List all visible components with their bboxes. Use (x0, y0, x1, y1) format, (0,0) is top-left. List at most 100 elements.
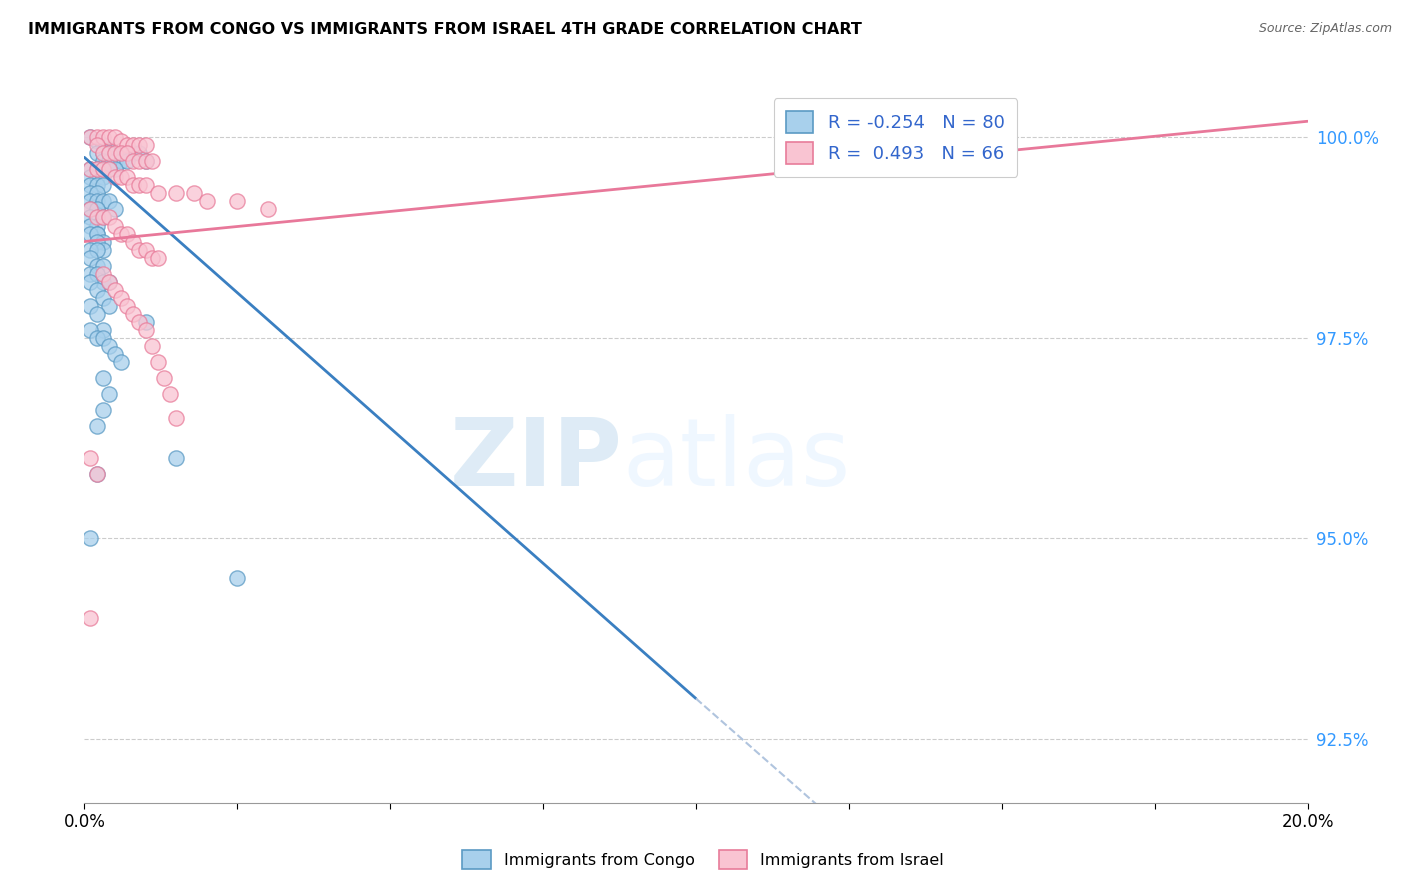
Text: atlas: atlas (623, 414, 851, 507)
Point (86, 162, 108, 177)
Point (226, 571, 249, 585)
Point (115, 154, 138, 169)
Point (110, 355, 132, 369)
Point (183, 186, 205, 201)
Point (97, 387, 120, 401)
Point (135, 243, 157, 257)
Point (91, 371, 114, 385)
Point (79, 299, 101, 313)
Point (91, 130, 114, 145)
Point (91, 211, 114, 225)
Point (91, 323, 114, 337)
Point (79, 275, 101, 289)
Point (91, 275, 114, 289)
Point (79, 170, 101, 185)
Point (86, 130, 108, 145)
Point (79, 162, 101, 177)
Point (79, 531, 101, 545)
Point (97, 194, 120, 209)
Point (79, 251, 101, 265)
Point (91, 154, 114, 169)
Point (86, 138, 108, 153)
Point (86, 331, 108, 345)
Point (86, 467, 108, 481)
Point (86, 178, 108, 193)
Point (991, 130, 1014, 145)
Point (79, 130, 101, 145)
Point (110, 134, 132, 148)
Point (86, 202, 108, 217)
Point (86, 211, 108, 225)
Point (79, 243, 101, 257)
Point (91, 170, 114, 185)
Point (97, 162, 120, 177)
Point (128, 138, 150, 153)
Point (135, 178, 157, 193)
Point (86, 307, 108, 321)
Text: ZIP: ZIP (450, 414, 623, 507)
Point (86, 419, 108, 434)
Point (79, 323, 101, 337)
Point (165, 411, 187, 425)
Point (165, 450, 187, 465)
Point (165, 186, 187, 201)
Point (115, 299, 138, 313)
Point (86, 243, 108, 257)
Point (122, 307, 145, 321)
Point (104, 162, 127, 177)
Point (86, 267, 108, 281)
Point (226, 194, 249, 209)
Point (97, 130, 120, 145)
Point (135, 154, 157, 169)
Point (91, 235, 114, 249)
Point (122, 154, 145, 169)
Point (79, 202, 101, 217)
Point (128, 315, 150, 329)
Point (86, 186, 108, 201)
Point (115, 146, 138, 161)
Point (110, 291, 132, 305)
Point (91, 211, 114, 225)
Point (97, 275, 120, 289)
Point (86, 146, 108, 161)
Point (79, 219, 101, 233)
Point (135, 138, 157, 153)
Point (159, 387, 181, 401)
Point (146, 251, 169, 265)
Legend: Immigrants from Congo, Immigrants from Israel: Immigrants from Congo, Immigrants from I… (456, 844, 950, 875)
Point (104, 146, 127, 161)
Point (79, 450, 101, 465)
Point (86, 162, 108, 177)
Point (91, 194, 114, 209)
Point (97, 146, 120, 161)
Point (97, 162, 120, 177)
Point (104, 154, 127, 169)
Legend: R = -0.254   N = 80, R =  0.493   N = 66: R = -0.254 N = 80, R = 0.493 N = 66 (773, 98, 1017, 177)
Point (79, 211, 101, 225)
Point (122, 235, 145, 249)
Text: Source: ZipAtlas.com: Source: ZipAtlas.com (1258, 22, 1392, 36)
Point (91, 267, 114, 281)
Point (104, 202, 127, 217)
Point (104, 170, 127, 185)
Point (97, 211, 120, 225)
Point (110, 146, 132, 161)
Point (91, 291, 114, 305)
Point (91, 138, 114, 153)
Point (128, 154, 150, 169)
Point (110, 227, 132, 241)
Point (135, 323, 157, 337)
Point (104, 146, 127, 161)
Point (135, 154, 157, 169)
Point (86, 134, 108, 148)
Point (86, 227, 108, 241)
Point (110, 170, 132, 185)
Point (128, 146, 150, 161)
Point (122, 138, 145, 153)
Point (97, 146, 120, 161)
Point (115, 227, 138, 241)
Point (153, 371, 176, 385)
Point (79, 202, 101, 217)
Point (146, 355, 169, 369)
Point (104, 130, 127, 145)
